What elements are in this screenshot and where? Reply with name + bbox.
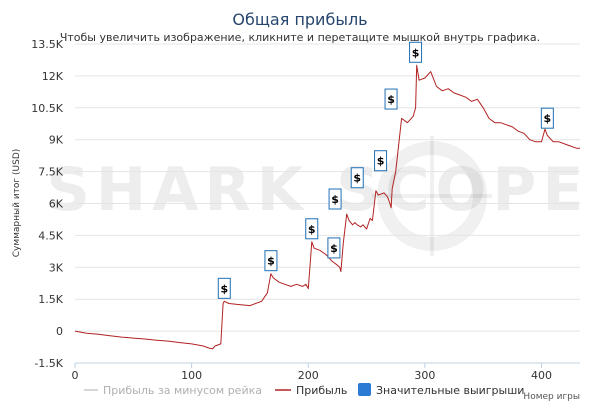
watermark: SHARK SCOPE [47,136,590,256]
x-tick-label: 0 [72,369,79,382]
x-axis-ticks: 0 100 200 300 400 [72,362,580,382]
x-tick-label: 300 [414,369,435,382]
big-win-marker[interactable]: $ [540,107,554,129]
big-win-marker-box [327,237,341,259]
chart-title: Общая прибыль [232,10,367,29]
y-tick-label: 13.5K [31,38,63,51]
y-tick-label: 1.5K [38,293,63,306]
legend-swatch-big-wins [358,383,371,396]
big-win-marker-label: $ [387,93,395,106]
big-win-marker-box [217,277,231,299]
big-win-marker-label: $ [330,242,338,255]
y-tick-label: 0 [56,325,63,338]
legend-item-profit[interactable]: Прибыль [275,384,347,397]
big-win-marker-box [305,218,319,240]
y-tick-label: 6K [49,198,64,211]
legend-label-profit: Прибыль [296,384,347,397]
series-line-profit [74,64,580,350]
big-win-marker-box [374,150,388,172]
big-win-marker-label: $ [377,155,385,168]
series-lines [74,64,580,350]
watermark-text: SHARK SCOPE [47,155,590,225]
big-win-marker-label: $ [544,112,552,125]
y-tick-label: 9K [49,134,64,147]
grid [75,43,580,364]
big-win-marker-label: $ [308,223,316,236]
legend[interactable]: Прибыль за минусом рейка Прибыль Значите… [84,383,524,397]
x-tick-label: 400 [531,369,552,382]
y-tick-label: 10.5K [31,102,63,115]
big-win-marker[interactable]: $ [374,150,388,172]
big-win-marker-label: $ [331,193,339,206]
legend-label-ex-rake: Прибыль за минусом рейка [103,384,262,397]
y-tick-label: 3K [49,261,64,274]
big-win-marker-label: $ [353,172,361,185]
big-win-marker-box [384,88,398,110]
big-win-marker-box [328,188,342,210]
legend-item-ex-rake[interactable]: Прибыль за минусом рейка [84,384,262,397]
big-win-marker-label: $ [220,282,228,295]
big-win-marker[interactable]: $ [409,41,423,63]
y-axis-label: Суммарный итог (USD) [12,149,22,258]
big-win-marker[interactable]: $ [328,188,342,210]
x-axis-label: Номер игры [523,392,580,402]
legend-label-big-wins: Значительные выигрыши [376,384,524,397]
big-win-marker[interactable]: $ [350,167,364,189]
y-tick-label: 12K [42,70,64,83]
big-win-marker[interactable]: $ [217,277,231,299]
y-tick-label: 7.5K [38,166,63,179]
big-win-markers[interactable]: $ $ $ $ $ $ $ $ $ $ [217,41,554,299]
big-win-marker[interactable]: $ [327,237,341,259]
y-tick-label: -1.5K [34,357,63,370]
big-win-marker-label: $ [412,46,420,59]
big-win-marker-box [409,41,423,63]
y-axis-ticks: -1.5K 0 1.5K 3K 4.5K 6K 7.5K 9K 10.5K 12K 13.5K [31,38,63,370]
chart-subtitle: Чтобы увеличить изображение, кликните и … [60,31,540,44]
x-tick-label: 200 [298,369,319,382]
big-win-marker-box [350,167,364,189]
big-win-marker-box [540,107,554,129]
x-tick-label: 100 [181,369,202,382]
y-tick-label: 4.5K [38,229,63,242]
big-win-marker[interactable]: $ [264,250,278,272]
legend-item-big-wins[interactable]: Значительные выигрыши [358,383,524,397]
big-win-marker[interactable]: $ [384,88,398,110]
big-win-marker-label: $ [267,255,275,268]
big-win-marker[interactable]: $ [305,218,319,240]
big-win-marker-box [264,250,278,272]
